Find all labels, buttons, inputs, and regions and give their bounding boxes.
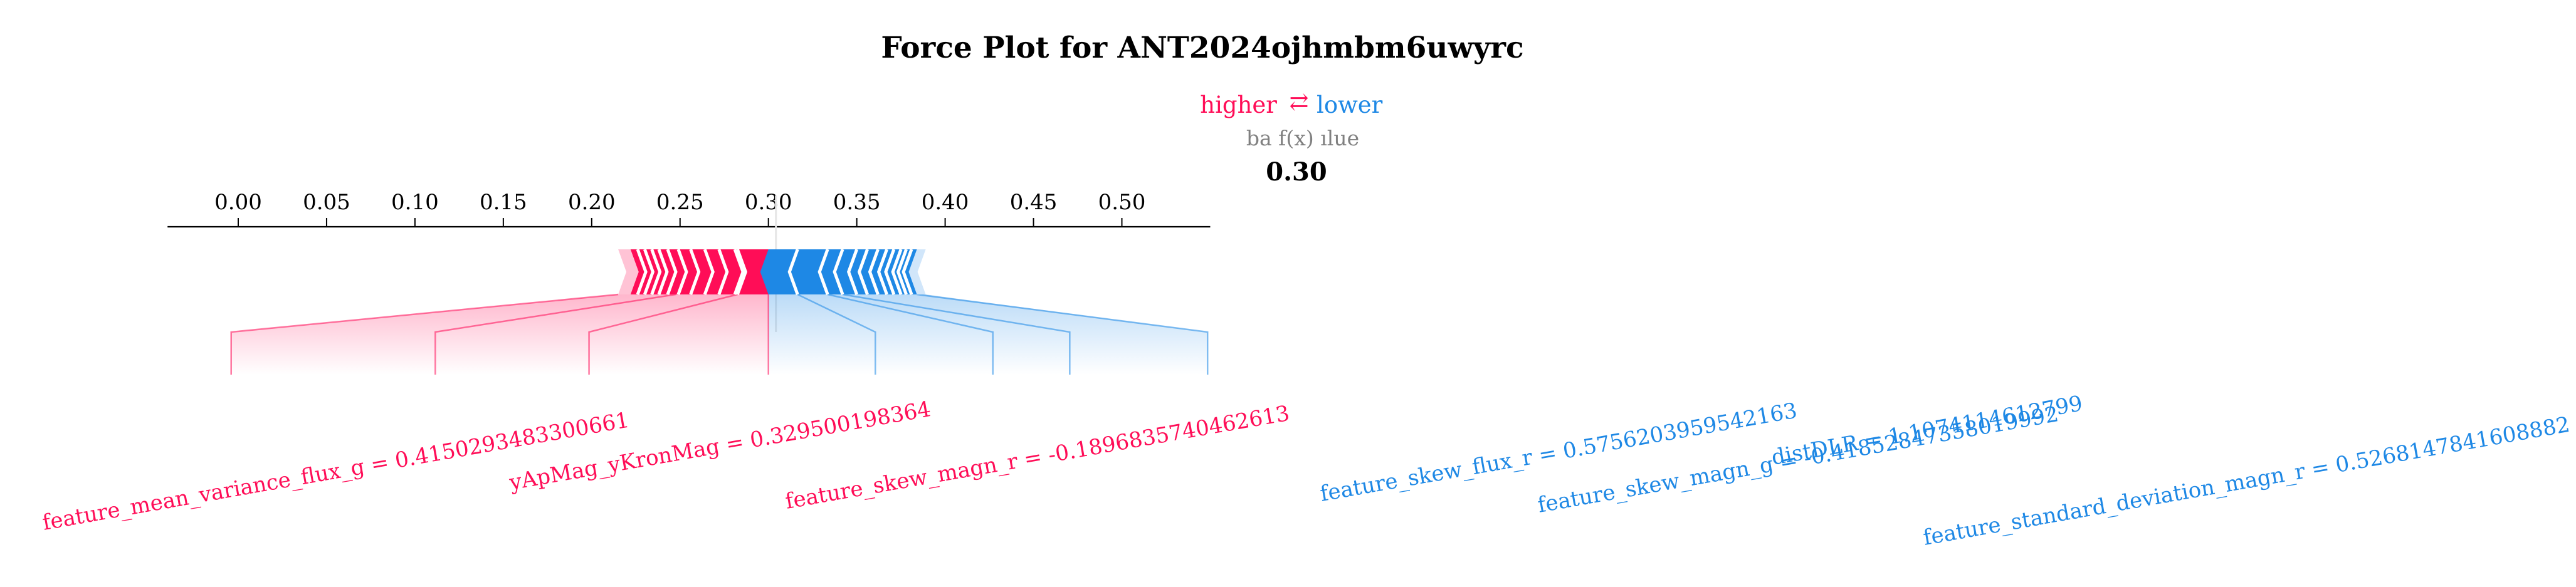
higher-force-segment [630, 249, 646, 294]
lower-segment-divider [896, 249, 908, 295]
higher-segment-divider [657, 249, 669, 295]
base-value-label: ba f(x) ılue [1246, 126, 1359, 150]
lower-feature-label: distDLR = 1.1074114612799 [1770, 391, 2084, 470]
legend-lower-label: lower [1317, 91, 1383, 118]
axis-tick-label: 0.25 [656, 190, 704, 215]
lower-connector-line [917, 293, 1209, 375]
legend-higher-label: higher [1200, 91, 1277, 118]
higher-connector-line [230, 293, 619, 375]
lower-force-segment [789, 249, 828, 294]
higher-segment-divider [733, 249, 745, 295]
lower-segment-divider [787, 249, 799, 295]
lower-connector-fill [768, 294, 1208, 375]
lower-force-segment [878, 249, 894, 294]
chart-title: Force Plot for ANT2024ojhmbm6uwyrc [881, 31, 1523, 65]
lower-connector-line [827, 293, 994, 375]
axis-tick-label: 0.45 [1010, 190, 1058, 215]
higher-force-segment [718, 249, 744, 294]
higher-connector-fill [231, 294, 769, 375]
lower-segment-divider [884, 249, 896, 295]
legend-arrow-icon: ⇄ [1289, 88, 1308, 115]
higher-segment-divider [676, 249, 688, 295]
lower-segment-divider [902, 249, 913, 295]
higher-segment-divider [736, 249, 748, 295]
higher-segment-divider [650, 249, 662, 295]
legend: higher ⇄ lower [1200, 88, 1382, 118]
axis-tick-label: 0.30 [745, 190, 792, 215]
axis-tick-label: 0.00 [214, 190, 262, 215]
higher-force-segment [638, 249, 653, 294]
output-value-label: 0.30 [1266, 157, 1327, 187]
higher-connector-line [434, 293, 676, 375]
lower-segment-divider [817, 249, 829, 295]
feature-labels: feature_mean_variance_flux_g = 0.4150293… [41, 391, 2572, 551]
lower-connector-line [842, 293, 1071, 375]
higher-connector-line [588, 293, 738, 375]
lower-force-segment [885, 249, 902, 294]
axis-tick-label: 0.10 [391, 190, 439, 215]
higher-segment-divider [636, 249, 648, 295]
lower-force-segment [819, 249, 843, 294]
lower-segment-divider [857, 249, 869, 295]
lower-segment-divider [868, 249, 880, 295]
higher-segment-divider [643, 249, 655, 295]
lower-segment-divider [891, 249, 903, 295]
force-bars [618, 249, 926, 295]
higher-force-segment [651, 249, 667, 294]
axis-tick-label: 0.50 [1098, 190, 1146, 215]
lower-segment-divider [846, 249, 859, 295]
higher-segment-divider [717, 249, 729, 295]
axis-tick-label: 0.35 [833, 190, 881, 215]
axis-tick-label: 0.40 [922, 190, 969, 215]
lower-force-segment [760, 249, 798, 294]
lower-force-segment [903, 249, 917, 294]
x-axis: 0.00 0.05 0.10 0.15 0.20 0.25 0.30 0.35 0.40 0.45… [167, 190, 1211, 332]
axis-tick-label: 0.05 [303, 190, 350, 215]
higher-segment-divider [703, 249, 715, 295]
axis-tick-label: 0.20 [568, 190, 616, 215]
lower-force-segment [898, 249, 912, 294]
feature-connectors [230, 293, 1209, 375]
lower-segment-divider [876, 249, 888, 295]
higher-force-segment [644, 249, 660, 294]
lower-force-segment [893, 249, 907, 294]
axis-tick-label: 0.15 [480, 190, 527, 215]
higher-segment-divider [666, 249, 678, 295]
higher-segment-divider [689, 249, 701, 295]
lower-segment-divider [833, 249, 844, 295]
lower-connector-line [797, 293, 876, 375]
